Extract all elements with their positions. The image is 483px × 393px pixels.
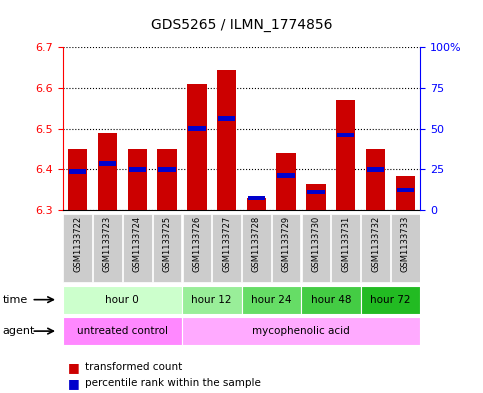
Bar	[188, 127, 206, 131]
Bar	[182, 286, 242, 314]
Text: ■: ■	[68, 376, 79, 390]
Bar	[128, 167, 146, 172]
Text: GSM1133725: GSM1133725	[163, 216, 171, 272]
Bar	[361, 214, 390, 281]
Text: GSM1133733: GSM1133733	[401, 216, 410, 272]
Text: hour 48: hour 48	[311, 295, 351, 305]
Bar	[217, 70, 236, 210]
Bar	[182, 317, 420, 345]
Bar	[367, 167, 384, 172]
Bar	[157, 149, 177, 210]
Bar	[63, 317, 182, 345]
Bar	[337, 132, 355, 137]
Text: GSM1133723: GSM1133723	[103, 216, 112, 272]
Bar	[242, 214, 270, 281]
Text: GSM1133729: GSM1133729	[282, 216, 291, 272]
Bar	[302, 214, 330, 281]
Bar	[366, 149, 385, 210]
Bar	[63, 286, 182, 314]
Bar	[276, 153, 296, 210]
Text: hour 72: hour 72	[370, 295, 411, 305]
Bar	[331, 214, 360, 281]
Bar	[99, 161, 116, 165]
Bar	[242, 286, 301, 314]
Text: GSM1133722: GSM1133722	[73, 216, 82, 272]
Bar	[187, 84, 207, 210]
Bar	[93, 214, 122, 281]
Bar	[213, 214, 241, 281]
Bar	[123, 214, 152, 281]
Text: hour 0: hour 0	[105, 295, 139, 305]
Text: agent: agent	[2, 326, 35, 336]
Text: GDS5265 / ILMN_1774856: GDS5265 / ILMN_1774856	[151, 18, 332, 32]
Text: GSM1133726: GSM1133726	[192, 216, 201, 272]
Bar	[336, 100, 355, 210]
Text: GSM1133730: GSM1133730	[312, 216, 320, 272]
Bar	[396, 176, 415, 210]
Text: untreated control: untreated control	[77, 326, 168, 336]
Text: percentile rank within the sample: percentile rank within the sample	[85, 378, 260, 388]
Text: transformed count: transformed count	[85, 362, 182, 373]
Bar	[391, 214, 420, 281]
Text: GSM1133724: GSM1133724	[133, 216, 142, 272]
Bar	[98, 133, 117, 210]
Text: hour 12: hour 12	[191, 295, 232, 305]
Text: GSM1133731: GSM1133731	[341, 216, 350, 272]
Bar	[183, 214, 211, 281]
Bar	[68, 149, 87, 210]
Bar	[218, 116, 235, 121]
Bar	[272, 214, 300, 281]
Text: mycophenolic acid: mycophenolic acid	[252, 326, 350, 336]
Bar	[306, 184, 326, 210]
Text: GSM1133727: GSM1133727	[222, 216, 231, 272]
Bar	[248, 196, 265, 200]
Bar	[307, 190, 325, 194]
Text: time: time	[2, 295, 28, 305]
Bar	[301, 286, 361, 314]
Bar	[69, 169, 86, 174]
Bar	[153, 214, 181, 281]
Bar	[128, 149, 147, 210]
Bar	[277, 173, 295, 178]
Text: hour 24: hour 24	[251, 295, 292, 305]
Bar	[397, 187, 414, 192]
Bar	[247, 198, 266, 210]
Bar	[158, 167, 176, 172]
Bar	[63, 214, 92, 281]
Text: GSM1133728: GSM1133728	[252, 216, 261, 272]
Text: ■: ■	[68, 361, 79, 374]
Bar	[361, 286, 420, 314]
Text: GSM1133732: GSM1133732	[371, 216, 380, 272]
